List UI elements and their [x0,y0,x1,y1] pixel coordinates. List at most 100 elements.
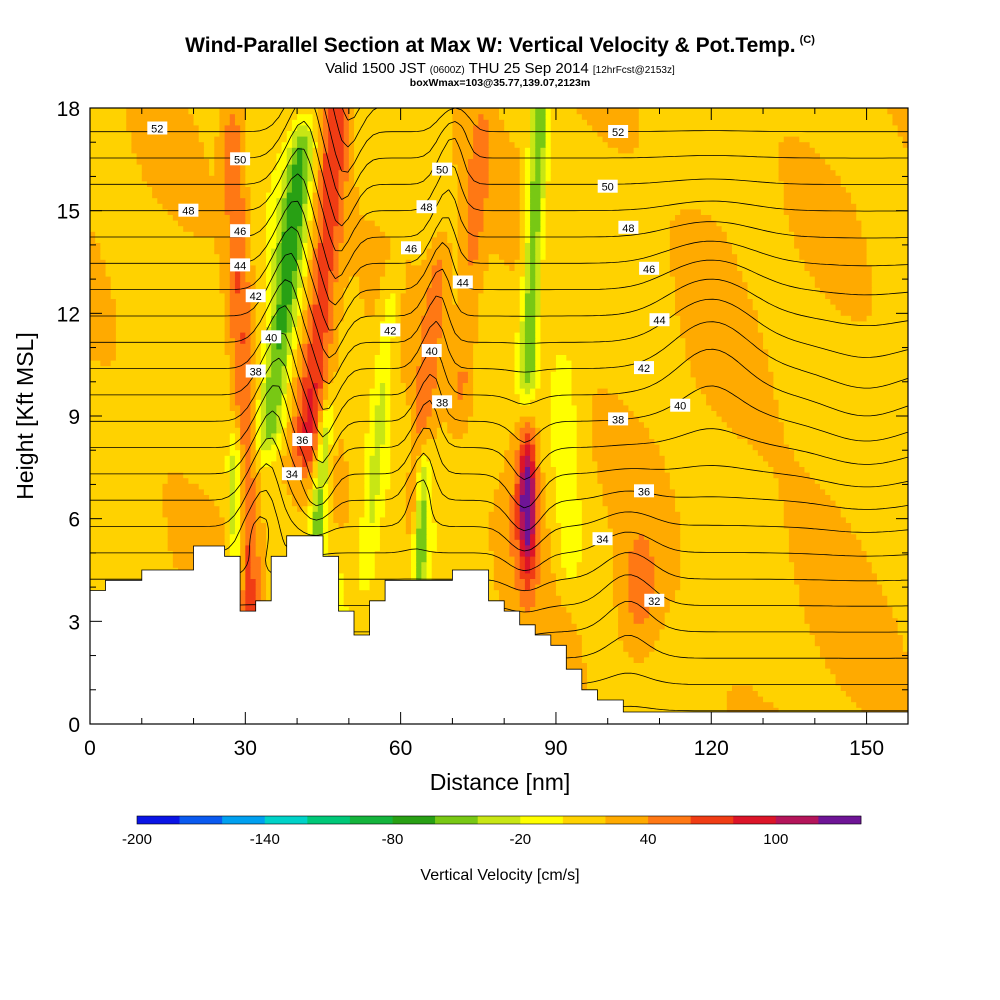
velocity-cell [266,242,277,249]
velocity-cell [322,360,329,367]
velocity-cell [369,516,376,523]
velocity-cell [550,550,562,557]
velocity-cell [297,253,303,260]
velocity-cell [618,628,661,635]
colorbar-swatch [733,816,777,824]
velocity-cell [224,320,231,327]
velocity-cell [302,253,309,260]
velocity-cell [100,242,215,249]
velocity-cell [540,203,547,210]
velocity-cell [90,309,117,316]
velocity-cell [892,612,908,619]
velocity-cell [234,399,252,406]
velocity-cell [535,147,542,154]
velocity-cell [514,567,521,574]
velocity-cell [519,203,526,210]
velocity-cell [431,399,474,406]
velocity-cell [229,388,236,395]
velocity-cell [499,253,521,260]
velocity-cell [488,259,505,266]
velocity-cell [260,477,283,484]
velocity-cell [587,668,831,675]
velocity-cell [297,315,303,322]
velocity-cell [483,276,521,283]
velocity-cell [416,539,428,546]
velocity-cell [317,130,324,137]
velocity-cell [90,276,112,283]
velocity-cell [245,130,288,137]
velocity-cell [519,309,526,316]
velocity-cell [602,136,640,143]
velocity-cell [328,427,334,434]
velocity-cell [493,494,510,501]
velocity-cell [317,276,329,283]
velocity-cell [240,488,246,495]
velocity-cell [364,432,376,439]
velocity-cell [338,438,345,445]
velocity-cell [680,550,790,557]
velocity-cell [530,477,536,484]
velocity-cell [540,169,547,176]
velocity-cell [514,332,521,339]
velocity-cell [307,164,314,171]
velocity-cell [312,528,324,535]
velocity-cell [530,483,536,490]
velocity-cell [550,432,578,439]
velocity-cell [307,158,314,165]
velocity-cell [804,264,873,271]
velocity-cell [307,169,314,176]
velocity-cell [431,281,443,288]
velocity-cell [535,494,542,501]
velocity-cell [286,399,293,406]
velocity-cell [260,494,293,501]
velocity-cell [385,511,407,518]
velocity-cell [234,376,252,383]
velocity-cell [794,561,873,568]
velocity-cell [431,488,495,495]
velocity-cell [405,472,417,479]
velocity-cell [240,539,246,546]
velocity-cell [286,337,293,344]
velocity-cell [545,158,552,165]
velocity-cell [328,561,360,568]
velocity-cell [234,528,241,535]
velocity-cell [343,231,386,238]
velocity-cell [390,410,412,417]
velocity-cell [245,248,252,255]
velocity-cell [410,550,417,557]
velocity-cell [276,320,288,327]
velocity-cell [214,169,226,176]
velocity-cell [654,556,681,563]
velocity-cell [312,281,319,288]
velocity-cell [364,460,371,467]
velocity-cell [343,309,365,316]
velocity-cell [291,371,298,378]
velocity-cell [234,348,252,355]
velocity-cell [307,416,314,423]
velocity-cell [628,556,655,563]
velocity-cell [162,488,205,495]
velocity-cell [514,511,521,518]
velocity-cell [328,494,334,501]
velocity-cell [286,488,309,495]
velocity-cell [410,533,417,540]
velocity-cell [297,466,314,473]
velocity-cell [90,393,231,400]
velocity-cell [700,388,774,395]
velocity-cell [530,119,536,126]
velocity-cell [364,304,376,311]
velocity-cell [343,164,350,171]
velocity-cell [524,488,531,495]
velocity-cell [540,348,686,355]
velocity-cell [390,455,412,462]
velocity-cell [90,360,101,367]
velocity-cell [379,348,391,355]
velocity-cell [291,343,298,350]
velocity-cell [245,595,257,602]
velocity-cell [555,354,567,361]
velocity-cell [281,332,288,339]
velocity-cell [214,236,231,243]
theta-contour-line [90,226,908,331]
velocity-cell [369,460,381,467]
velocity-cell [902,141,908,148]
